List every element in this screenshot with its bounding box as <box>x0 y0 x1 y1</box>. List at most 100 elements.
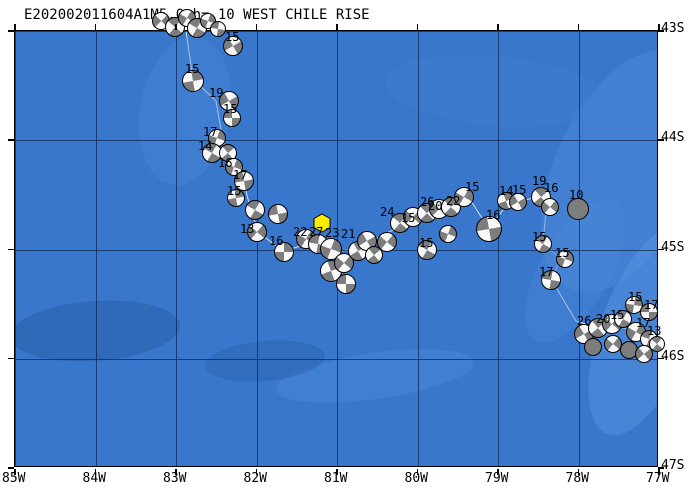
beachball <box>556 250 574 268</box>
event-count-label: 20 <box>428 199 443 213</box>
gridline-horizontal <box>15 358 657 360</box>
x-axis-label: 78W <box>565 471 589 486</box>
x-tick-top <box>14 23 16 30</box>
y-tick-right <box>658 467 664 469</box>
beachball-layer: 15 15 19 15 17 14 16 17 15 13 16 22 27 23 21 24 15 26 20 22… <box>15 9 665 466</box>
y-axis-label: 47S <box>661 458 685 473</box>
x-tick-bottom <box>497 468 499 475</box>
event-count-label: 15 <box>185 62 200 76</box>
beachball <box>417 240 437 260</box>
event-count-label: 17 <box>233 168 248 182</box>
x-tick-bottom <box>658 468 660 475</box>
gridline-horizontal <box>15 140 657 142</box>
x-tick-top <box>175 23 177 30</box>
x-tick-bottom <box>175 468 177 475</box>
beachball <box>567 198 589 220</box>
event-count-label: 27 <box>309 225 324 239</box>
y-tick-right <box>658 139 664 141</box>
gridline-vertical <box>15 31 16 466</box>
event-count-label: 15 <box>610 308 625 322</box>
x-tick-top <box>658 23 660 30</box>
gridline-vertical <box>578 31 580 466</box>
event-count-label: 16 <box>486 208 501 222</box>
beachball <box>234 171 254 191</box>
event-count-label: 15 <box>419 236 434 250</box>
x-axis-label: 85W <box>2 471 26 486</box>
y-axis-label: 44S <box>661 130 685 146</box>
beachball <box>534 235 552 253</box>
x-tick-bottom <box>255 468 257 475</box>
beachball <box>336 274 356 294</box>
beachball <box>649 336 665 352</box>
gridline-vertical <box>176 31 177 466</box>
event-count-label: 16 <box>218 156 233 170</box>
beachball <box>365 246 383 264</box>
beachball <box>614 310 632 328</box>
beachball <box>454 187 474 207</box>
x-tick-top <box>255 23 257 30</box>
event-count-label: 21 <box>341 227 356 241</box>
beachball <box>377 232 397 252</box>
y-tick-right <box>658 248 664 250</box>
gridline-vertical <box>498 31 499 466</box>
beachball <box>334 253 354 273</box>
event-count-label: 24 <box>380 205 395 219</box>
event-count-label: 15 <box>223 102 238 116</box>
y-axis-label: 43S <box>661 21 685 36</box>
event-marker-hexagon <box>313 213 331 233</box>
beachball <box>584 338 602 356</box>
event-count-label: 17 <box>203 125 218 139</box>
event-count-label: 16 <box>544 181 559 195</box>
y-tick-left <box>8 30 14 32</box>
event-count-label: 22 <box>446 194 461 208</box>
x-tick-top <box>497 23 499 30</box>
gridline-vertical <box>95 31 97 466</box>
map-frame: 15 15 19 15 17 14 16 17 15 13 16 22 27 23 21 24 15 26 20 22… <box>14 9 665 467</box>
x-tick-bottom <box>577 468 579 475</box>
event-count-label: 19 <box>209 86 224 100</box>
y-tick-left <box>8 357 14 360</box>
x-tick-bottom <box>14 468 16 475</box>
beachball <box>182 70 204 92</box>
event-count-label: 10 <box>569 188 584 202</box>
event-count-label: 17 <box>636 316 651 330</box>
event-count-label: 26 <box>577 314 592 328</box>
beachball <box>541 270 561 290</box>
beachball <box>268 204 288 224</box>
beachball <box>223 109 241 127</box>
plot-title: E202002011604A1M5.0 h= 10 WEST CHILE RIS… <box>24 7 370 23</box>
x-tick-bottom <box>94 468 96 475</box>
y-axis-label: 46S <box>661 348 685 364</box>
x-axis-label: 82W <box>243 471 267 486</box>
event-count-label: 19 <box>532 174 547 188</box>
beachball <box>274 242 294 262</box>
x-tick-top <box>336 23 338 30</box>
event-count-label: 14 <box>198 139 213 153</box>
y-tick-right <box>658 30 664 32</box>
x-axis-label: 84W <box>82 471 106 486</box>
event-count-label: 20 <box>596 312 611 326</box>
x-tick-bottom <box>416 468 418 475</box>
event-count-label: 16 <box>269 234 284 248</box>
beachball <box>245 200 265 220</box>
event-count-label: 15 <box>225 30 240 44</box>
event-marker <box>313 213 331 233</box>
beachball <box>227 189 245 207</box>
beachball <box>439 225 457 243</box>
x-tick-top <box>416 23 418 30</box>
x-tick-top <box>94 23 96 30</box>
y-tick-left <box>8 139 14 141</box>
beachball <box>635 345 653 363</box>
event-count-label: 17 <box>539 265 554 279</box>
x-axis-label: 81W <box>324 471 348 486</box>
beachball <box>223 36 243 56</box>
x-axis-label: 80W <box>404 471 428 486</box>
y-tick-left <box>8 467 14 469</box>
beachball <box>210 21 226 37</box>
event-count-label: 15 <box>465 180 480 194</box>
y-tick-right <box>658 357 664 360</box>
beachball <box>247 222 267 242</box>
event-count-label: 15 <box>555 246 570 260</box>
event-count-label: 13 <box>647 324 662 338</box>
